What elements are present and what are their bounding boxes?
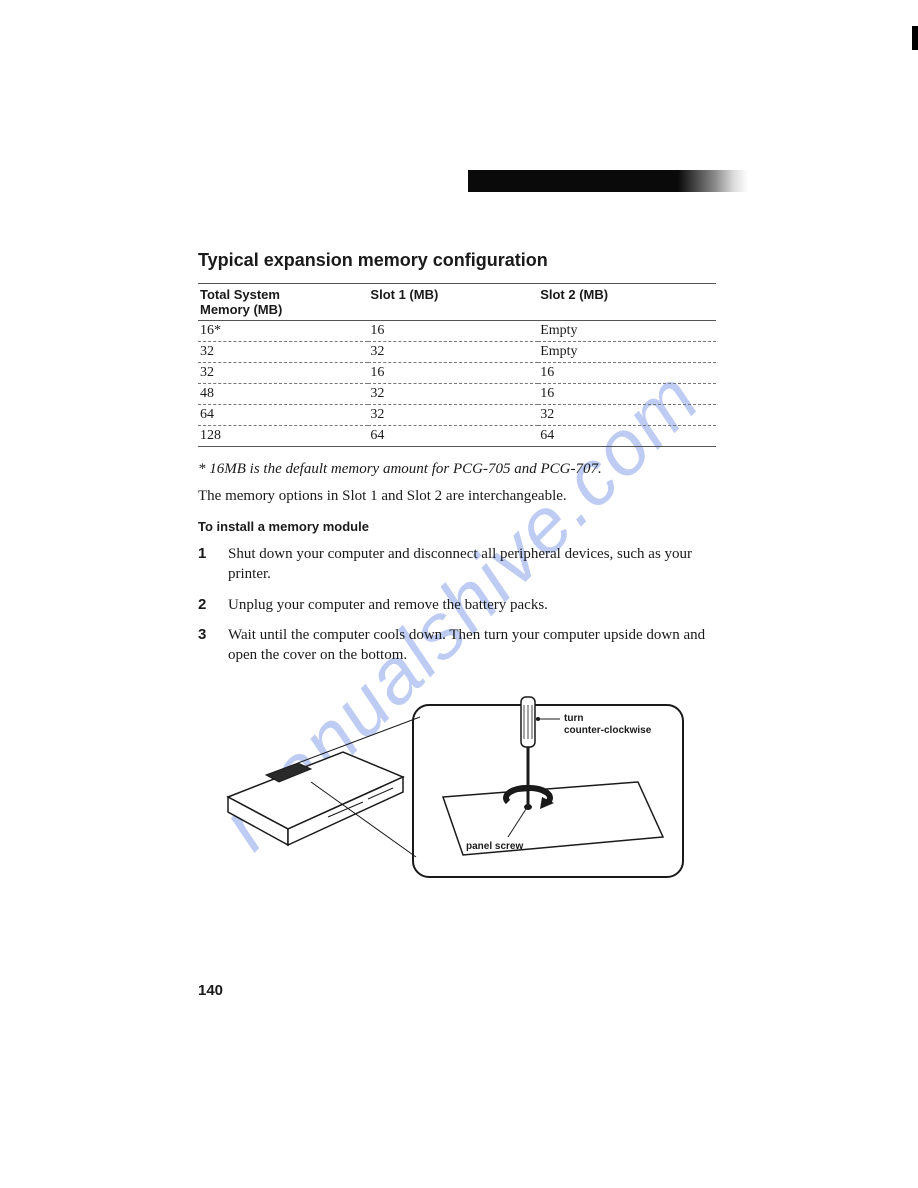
turn-label-dot (536, 717, 540, 721)
table-cell: Empty (538, 342, 716, 363)
section-title: Typical expansion memory configuration (198, 250, 718, 271)
install-subheading: To install a memory module (198, 519, 718, 534)
table-header-total: Total SystemMemory (MB) (198, 284, 368, 321)
table-row: 32 16 16 (198, 363, 716, 384)
step-text: Shut down your computer and disconnect a… (228, 546, 692, 582)
turn-label: turn (564, 713, 583, 724)
table-row: 48 32 16 (198, 384, 716, 405)
table-cell: 32 (198, 342, 368, 363)
step-text: Wait until the computer cools down. Then… (228, 627, 705, 663)
table-header-row: Total SystemMemory (MB) Slot 1 (MB) Slot… (198, 284, 716, 321)
table-cell: 64 (198, 405, 368, 426)
panel-screw-label: panel screw (466, 841, 523, 852)
table-cell: 32 (198, 363, 368, 384)
list-item: 3 Wait until the computer cools down. The… (198, 625, 718, 666)
step-number: 2 (198, 595, 206, 615)
table-cell: 16 (538, 384, 716, 405)
table-cell: 32 (538, 405, 716, 426)
counter-clockwise-label: counter-clockwise (564, 725, 652, 736)
interchangeable-note: The memory options in Slot 1 and Slot 2 … (198, 488, 718, 505)
table-header-slot1: Slot 1 (MB) (368, 284, 538, 321)
memory-config-table: Total SystemMemory (MB) Slot 1 (MB) Slot… (198, 283, 716, 447)
table-cell: 16 (538, 363, 716, 384)
page-number: 140 (198, 982, 223, 999)
table-cell: 32 (368, 342, 538, 363)
table-row: 32 32 Empty (198, 342, 716, 363)
install-diagram: turn counter-clockwise panel screw (208, 677, 698, 895)
diagram-svg: turn counter-clockwise panel screw (208, 677, 698, 895)
table-cell: 64 (368, 426, 538, 447)
install-steps-list: 1 Shut down your computer and disconnect … (198, 544, 718, 665)
page-edge-mark (912, 26, 918, 50)
table-cell: 48 (198, 384, 368, 405)
table-row: 128 64 64 (198, 426, 716, 447)
table-cell: 16* (198, 321, 368, 342)
step-number: 3 (198, 625, 206, 645)
table-footnote: * 16MB is the default memory amount for … (198, 461, 718, 478)
table-cell: 16 (368, 363, 538, 384)
step-text: Unplug your computer and remove the batt… (228, 597, 548, 613)
table-cell: 16 (368, 321, 538, 342)
step-number: 1 (198, 544, 206, 564)
list-item: 2 Unplug your computer and remove the bat… (198, 595, 718, 615)
laptop-illustration (228, 717, 420, 857)
list-item: 1 Shut down your computer and disconnect … (198, 544, 718, 585)
table-cell: 32 (368, 405, 538, 426)
table-cell: 64 (538, 426, 716, 447)
table-cell: 128 (198, 426, 368, 447)
page-content: Typical expansion memory configuration T… (198, 0, 718, 895)
table-header-slot2: Slot 2 (MB) (538, 284, 716, 321)
table-cell: Empty (538, 321, 716, 342)
table-row: 64 32 32 (198, 405, 716, 426)
table-cell: 32 (368, 384, 538, 405)
table-row: 16* 16 Empty (198, 321, 716, 342)
